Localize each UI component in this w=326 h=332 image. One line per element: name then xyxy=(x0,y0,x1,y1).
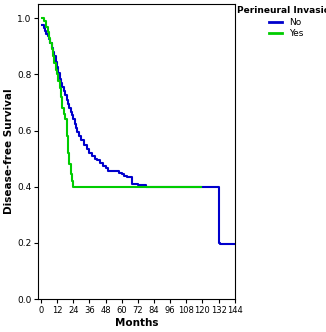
X-axis label: Months: Months xyxy=(115,318,158,328)
Y-axis label: Disease-free Survival: Disease-free Survival xyxy=(4,89,14,214)
Legend: No, Yes: No, Yes xyxy=(235,4,326,40)
